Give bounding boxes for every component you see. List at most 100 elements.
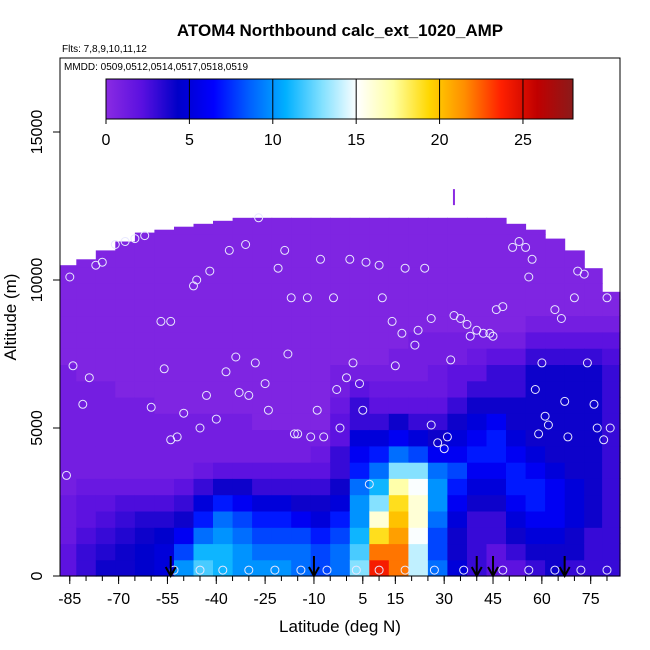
heatmap-cell [232, 429, 253, 447]
heatmap-cell [310, 462, 331, 479]
heatmap-cell [349, 364, 370, 382]
heatmap-cell [271, 494, 292, 512]
heatmap-cell [545, 413, 566, 431]
heatmap-cell [252, 266, 273, 284]
heatmap-cell [174, 348, 195, 365]
heatmap-cell [174, 283, 195, 300]
heatmap-cell [76, 429, 97, 447]
observation-point [84, 373, 94, 383]
heatmap-cell [310, 380, 331, 398]
heatmap-cell [76, 380, 97, 398]
heatmap-cell [408, 429, 429, 447]
heatmap-cell [564, 445, 585, 463]
heatmap-cell [310, 478, 331, 496]
heatmap-cell [369, 250, 390, 268]
heatmap-cell [213, 220, 234, 235]
observation-point [211, 414, 221, 424]
heatmap-cell [349, 510, 370, 528]
heatmap-cell [134, 527, 155, 545]
heatmap-cell [95, 543, 116, 561]
heatmap-cell [193, 445, 214, 463]
observation-point [289, 429, 299, 439]
heatmap-cell [408, 462, 429, 479]
observation-point [361, 257, 371, 267]
heatmap-cell [271, 429, 292, 447]
heatmap-cell [154, 413, 175, 431]
heatmap-cell [506, 543, 527, 561]
observation-point [540, 411, 550, 421]
observation-point [426, 420, 436, 430]
heatmap-cell [154, 396, 175, 414]
heatmap-cell [154, 510, 175, 528]
heatmap-cell [154, 494, 175, 512]
observation-point [130, 234, 140, 244]
heatmap-cell [252, 299, 273, 317]
heatmap-cell [134, 299, 155, 317]
colorbar-gradient [105, 78, 574, 120]
heatmap-cell [291, 299, 312, 317]
heatmap-cell [486, 527, 507, 545]
heatmap-cell [291, 348, 312, 365]
observation-point [537, 358, 547, 368]
heatmap-cell [506, 283, 527, 300]
heatmap-cell [486, 250, 507, 268]
heatmap-cell [427, 543, 448, 561]
heatmap-cell [486, 510, 507, 528]
heatmap-cell [134, 396, 155, 414]
heatmap-cell [602, 299, 621, 317]
heatmap-cell [369, 396, 390, 414]
heatmap-cell [252, 543, 273, 561]
heatmap-cell [134, 266, 155, 284]
observation-points [62, 213, 615, 575]
heatmap-cell [602, 315, 621, 333]
heatmap-cell [330, 462, 351, 479]
heatmap-cell [134, 494, 155, 512]
heatmap-cell [564, 527, 585, 545]
heatmap-cell [174, 250, 195, 268]
heatmap-cell [134, 348, 155, 365]
heatmap-cell [447, 559, 468, 577]
colorbar-tick-label: 10 [264, 132, 282, 149]
heatmap-cell [486, 348, 507, 365]
heatmap-cell [193, 396, 214, 414]
heatmap-cell [232, 527, 253, 545]
heatmap-cell [60, 543, 77, 561]
heatmap-cell [115, 241, 136, 251]
heatmap-cell [213, 348, 234, 365]
observation-point [156, 316, 166, 326]
y-tick-label: 10000 [29, 258, 46, 303]
heatmap-cell [232, 494, 253, 512]
heatmap-cell [388, 413, 409, 431]
heatmap-cell [388, 510, 409, 528]
heatmap-cell [154, 543, 175, 561]
observation-point [498, 302, 508, 312]
heatmap-cell [427, 445, 448, 463]
heatmap-cell [115, 266, 136, 284]
heatmap-cell [174, 462, 195, 479]
heatmap-cell [115, 462, 136, 479]
heatmap-cell [584, 299, 603, 317]
heatmap-cell [271, 510, 292, 528]
heatmap-cell [330, 527, 351, 545]
heatmap-cell [95, 462, 116, 479]
y-tick-label: 5000 [29, 410, 46, 446]
heatmap-cell [134, 250, 155, 268]
heatmap-cell [310, 494, 331, 512]
heatmap-cell [467, 266, 488, 284]
heatmap-cell [174, 510, 195, 528]
heatmap-cell [525, 462, 546, 479]
observation-point [589, 399, 599, 409]
heatmap-cell [232, 510, 253, 528]
heatmap-cell [60, 299, 77, 317]
heatmap-cell [427, 299, 448, 317]
heatmap-cell [252, 250, 273, 268]
heatmap-cell [506, 429, 527, 447]
heatmap-cell [271, 266, 292, 284]
heatmap-cell [213, 380, 234, 398]
heatmap-cell [349, 543, 370, 561]
heatmap-cell [330, 299, 351, 317]
heatmap-cell [193, 478, 214, 496]
heatmap-cell [271, 331, 292, 349]
heatmap-cell [584, 380, 603, 398]
